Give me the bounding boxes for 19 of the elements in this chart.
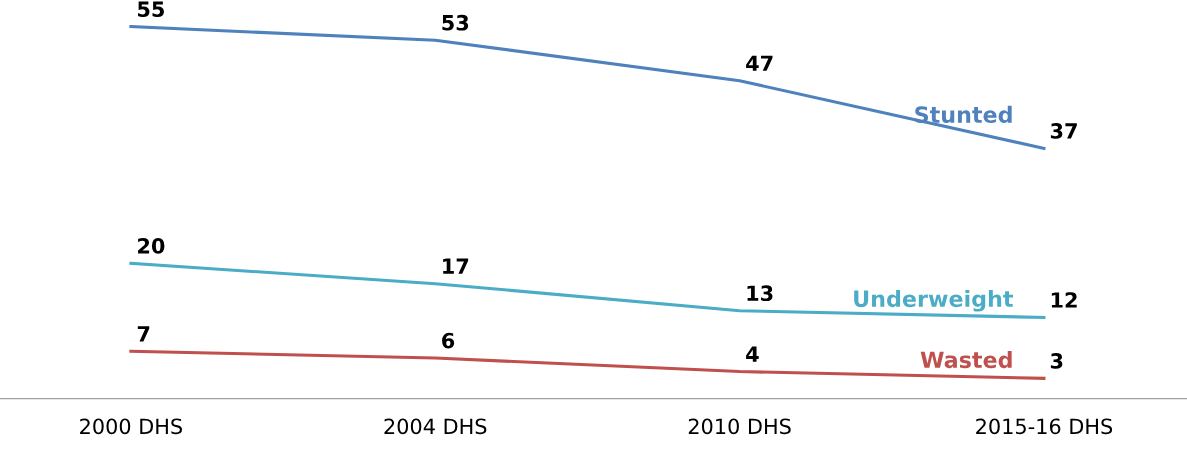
data-label: 7 (137, 326, 150, 342)
x-tick-label: 2000 DHS (80, 418, 182, 435)
x-tick-label: 2015-16 DHS (976, 418, 1113, 435)
data-label: 47 (746, 55, 773, 71)
data-label: 17 (443, 258, 469, 274)
series-label: Stunted (915, 105, 1012, 124)
data-label: 4 (746, 346, 759, 362)
series-label: Wasted (920, 350, 1012, 369)
x-tick-label: 2004 DHS (384, 418, 487, 435)
series-label: Underweight (854, 289, 1014, 312)
data-label: 37 (1050, 123, 1077, 139)
data-label: 12 (1051, 292, 1077, 308)
data-label: 6 (442, 332, 455, 349)
data-label: 13 (747, 285, 773, 302)
data-label: 3 (1050, 353, 1063, 369)
data-label: 20 (138, 238, 165, 254)
x-tick-label: 2010 DHS (688, 418, 791, 435)
data-label: 53 (442, 14, 469, 31)
data-label: 55 (138, 1, 164, 18)
